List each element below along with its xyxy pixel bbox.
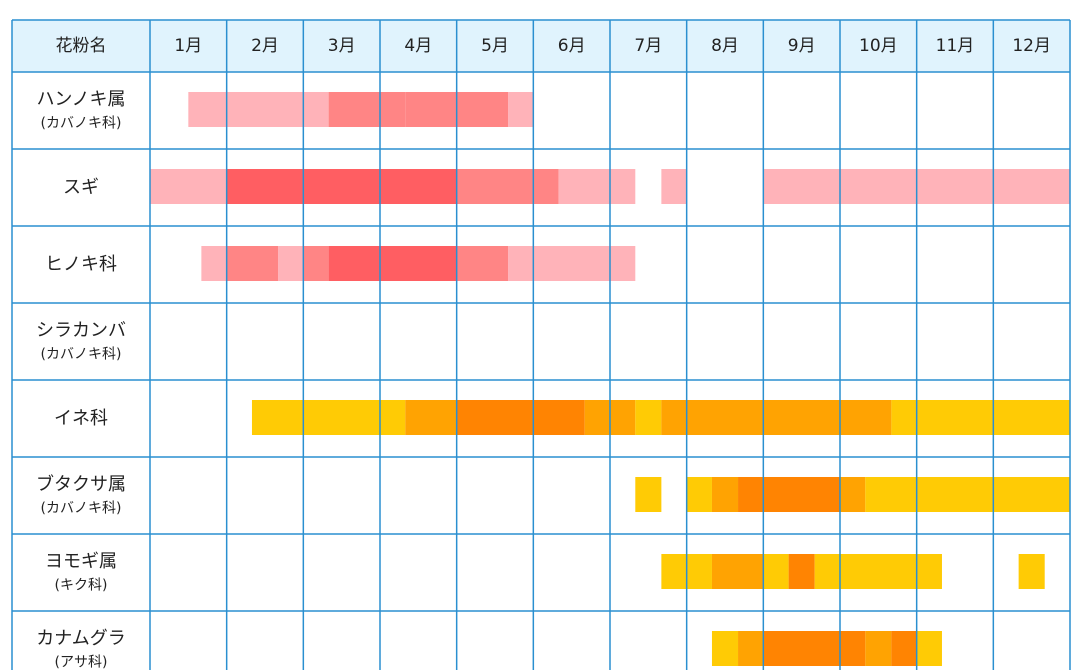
month-label: 1月 (174, 36, 202, 56)
pollen-bar-segment (456, 400, 585, 435)
pollen-bar-segment (303, 246, 329, 281)
pollen-bar-segment (711, 631, 739, 666)
month-label: 4月 (404, 36, 432, 56)
pollen-bar-segment (738, 631, 764, 666)
pollen-bar-segment (865, 477, 1070, 512)
pollen-bar-segment (405, 400, 457, 435)
pollen-bar-segment (508, 246, 636, 281)
plant-name: カナムグラ (36, 628, 125, 649)
pollen-bar-segment (635, 477, 662, 512)
month-label: 9月 (788, 36, 816, 56)
pollen-bar-segment (278, 246, 304, 281)
plant-name: ヨモギ属 (45, 551, 117, 572)
pollen-bar-segment (891, 400, 1070, 435)
plant-family: (カバノキ科) (41, 347, 122, 363)
plant-name: イネ科 (54, 408, 108, 429)
pollen-bar-segment (840, 477, 866, 512)
pollen-bar-segment (763, 554, 789, 589)
pollen-name-header: 花粉名 (56, 36, 107, 56)
pollen-bar-segment (814, 554, 942, 589)
pollen-bar-segment (508, 92, 534, 127)
month-label: 11月 (936, 36, 975, 56)
month-label: 8月 (711, 36, 739, 56)
pollen-bar-segment (328, 246, 457, 281)
pollen-bar-segment (916, 631, 942, 666)
pollen-bar-segment (661, 169, 687, 204)
pollen-bar-segment (328, 92, 406, 127)
pollen-bar-segment (738, 477, 840, 512)
month-label: 5月 (481, 36, 509, 56)
pollen-bar-segment (201, 246, 227, 281)
month-label: 12月 (1012, 36, 1051, 56)
pollen-bar-segment (711, 477, 739, 512)
pollen-bar-segment (558, 169, 636, 204)
pollen-bar-segment (891, 631, 917, 666)
pollen-bar-segment (686, 477, 712, 512)
pollen-bar-segment (251, 400, 406, 435)
plant-name: ヒノキ科 (45, 254, 117, 275)
month-label: 6月 (558, 36, 586, 56)
header-row: 花粉名 1月 2月 3月 4月 5月 6月 7月 8月 9月 10月 11月 12月 (56, 36, 1051, 56)
pollen-bar-segment (635, 400, 662, 435)
grid-lines (11, 19, 1071, 670)
pollen-bar-segment (456, 246, 509, 281)
pollen-bar-segment (1018, 554, 1045, 589)
pollen-bar-segment (188, 92, 329, 127)
pollen-bar-segment (661, 400, 892, 435)
month-label: 3月 (328, 36, 356, 56)
month-label: 2月 (251, 36, 279, 56)
pollen-bar-segment (763, 631, 866, 666)
plant-name: シラカンバ (36, 320, 126, 341)
pollen-bar-segment (711, 554, 764, 589)
pollen-bar-segment (226, 169, 457, 204)
pollen-bar-segment (865, 631, 892, 666)
plant-name: スギ (63, 177, 99, 198)
header-background (12, 20, 1070, 72)
plant-name: ブタクサ属 (36, 473, 126, 495)
plant-family: (カバノキ科) (41, 501, 122, 517)
plant-family: (カバノキ科) (41, 116, 122, 132)
plant-name: ハンノキ属 (36, 89, 125, 110)
pollen-bar-segment (456, 169, 559, 204)
pollen-bar-segment (226, 246, 279, 281)
month-label: 7月 (634, 36, 662, 56)
plant-family: (キク科) (55, 578, 108, 594)
month-label: 10月 (859, 36, 898, 56)
plant-family: (アサ科) (55, 655, 108, 670)
pollen-bar-segment (788, 554, 815, 589)
pollen-bar-segment (150, 169, 227, 204)
